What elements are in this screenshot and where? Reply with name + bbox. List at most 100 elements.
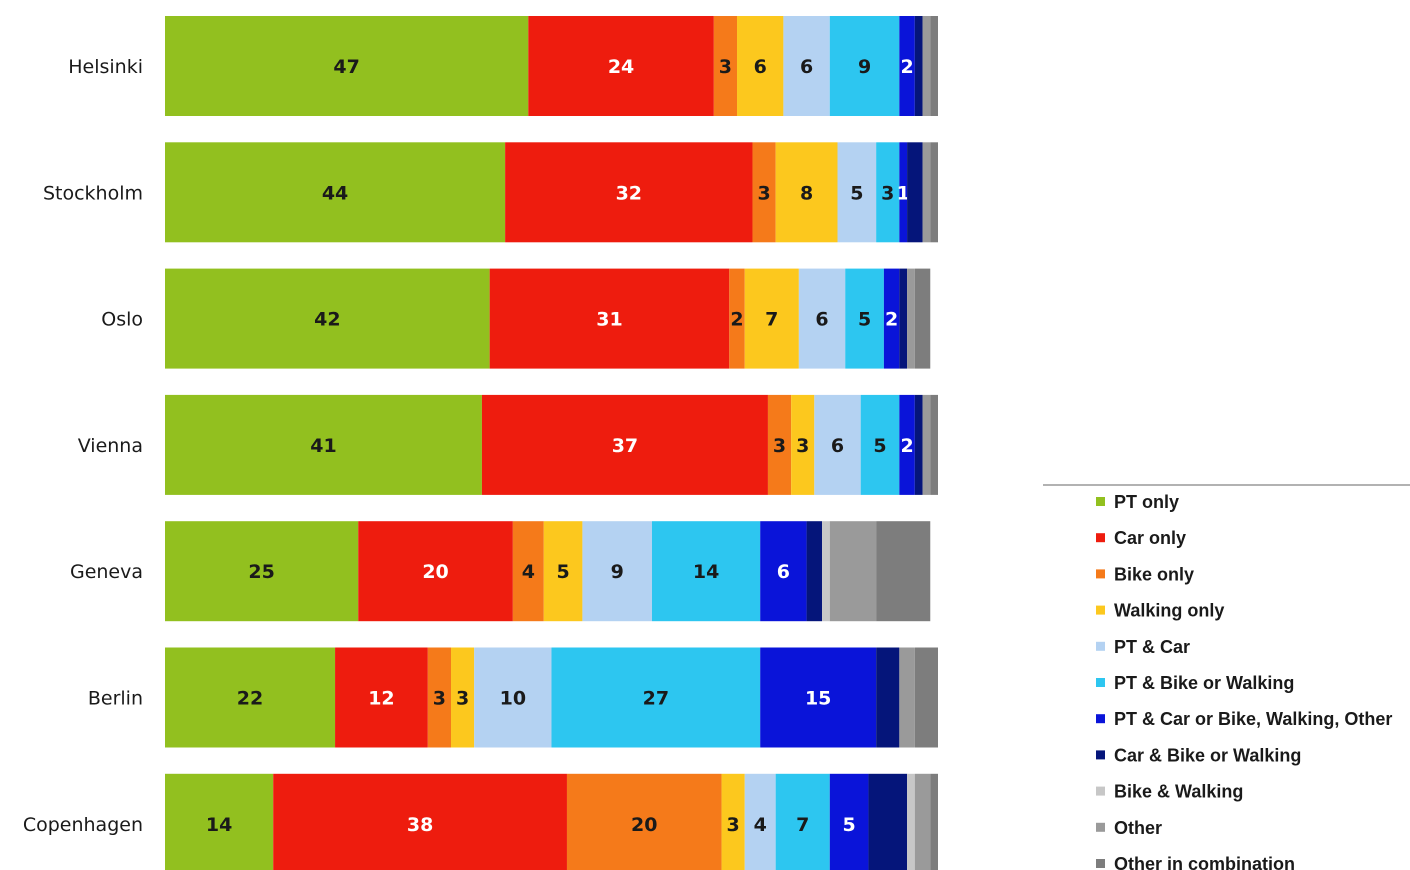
bar-segment — [760, 521, 807, 622]
legend-label: PT only — [1114, 492, 1179, 512]
data-label: 20 — [422, 561, 448, 583]
bar-segment — [543, 521, 583, 622]
bar-segment — [566, 773, 722, 870]
bar-segment — [876, 521, 931, 622]
data-label: 14 — [693, 561, 719, 583]
data-label: 4 — [522, 561, 535, 583]
bar-segment — [551, 647, 761, 748]
bar-segment — [427, 647, 452, 748]
data-label: 1 — [897, 182, 910, 204]
data-label: 24 — [608, 56, 634, 78]
bar-segment — [829, 16, 900, 116]
data-label: 32 — [616, 182, 642, 204]
data-label: 3 — [773, 435, 786, 457]
data-label: 2 — [900, 435, 913, 457]
data-label: 6 — [815, 309, 828, 331]
bar-segment — [822, 521, 830, 622]
bar-segment — [914, 268, 931, 369]
bar-segment — [358, 521, 513, 622]
bar-segment — [899, 142, 908, 243]
bar-segment — [930, 142, 938, 243]
bar-segment — [899, 16, 915, 116]
data-label: 6 — [800, 56, 813, 78]
data-label: 27 — [643, 688, 669, 710]
bar-segment — [752, 142, 776, 243]
data-label: 4 — [754, 814, 767, 836]
bar-segment — [876, 647, 900, 748]
bar-segment — [744, 268, 799, 369]
bar-segment — [489, 268, 730, 369]
bar-segment — [775, 142, 838, 243]
category-label: Helsinki — [68, 56, 143, 78]
legend-label: Car & Bike or Walking — [1114, 745, 1301, 765]
bar-segment — [914, 773, 931, 870]
bar-segment — [273, 773, 567, 870]
data-label: 3 — [433, 688, 446, 710]
bar-segment — [798, 268, 846, 369]
bar-segment — [528, 16, 714, 116]
data-label: 5 — [842, 814, 855, 836]
legend-label: PT & Car — [1114, 637, 1190, 657]
data-label: 2 — [885, 309, 898, 331]
category-label: Oslo — [101, 309, 143, 331]
bar-segment — [512, 521, 544, 622]
data-label: 6 — [754, 56, 767, 78]
bar-segment — [930, 773, 938, 870]
bar-segment — [165, 142, 506, 243]
data-label: 7 — [765, 309, 778, 331]
data-label: 5 — [556, 561, 569, 583]
bar-segment — [713, 16, 738, 116]
bar-segment — [721, 773, 745, 870]
legend-swatch — [1096, 750, 1105, 760]
data-label: 8 — [800, 182, 813, 204]
data-label: 5 — [858, 309, 871, 331]
legend: PT only Car only Bike only Walking only PT &… — [1096, 492, 1392, 870]
data-label: 15 — [805, 688, 831, 710]
bar-segment — [922, 394, 931, 495]
bar-segment — [775, 773, 830, 870]
bar-segment — [582, 521, 652, 622]
data-label: 14 — [206, 814, 232, 836]
legend-swatch — [1096, 641, 1105, 651]
data-label: 6 — [777, 561, 790, 583]
data-label: 37 — [612, 435, 638, 457]
legend-label: Other — [1114, 818, 1162, 838]
bar-segment — [868, 773, 908, 870]
legend-swatch — [1096, 714, 1105, 724]
data-label: 2 — [730, 309, 743, 331]
data-label: 5 — [850, 182, 863, 204]
legend-swatch — [1096, 786, 1105, 796]
bar-segment — [814, 394, 861, 495]
bar-segment — [767, 394, 792, 495]
data-label: 38 — [407, 814, 433, 836]
data-label: 22 — [237, 688, 263, 710]
legend-swatch — [1096, 569, 1105, 579]
bar-segment — [899, 394, 915, 495]
bar-segment — [930, 394, 938, 495]
bar-segment — [165, 268, 490, 369]
legend-swatch — [1096, 605, 1105, 615]
legend-label: Bike only — [1114, 564, 1194, 584]
category-label: Geneva — [70, 561, 143, 583]
data-label: 3 — [757, 182, 770, 204]
legend-swatch — [1096, 533, 1105, 543]
data-label: 3 — [456, 688, 469, 710]
bar-segment — [165, 773, 274, 870]
legend-swatch — [1096, 497, 1105, 506]
bar-segment — [914, 16, 923, 116]
bar-segment — [907, 268, 915, 369]
legend-swatch — [1096, 678, 1105, 687]
data-label: 10 — [500, 688, 526, 710]
data-label: 12 — [368, 688, 394, 710]
legend-label: PT & Car or Bike, Walking, Other — [1114, 709, 1392, 729]
data-label: 42 — [314, 309, 340, 331]
data-label: 47 — [333, 56, 359, 78]
bar-segment — [744, 773, 776, 870]
category-label: Berlin — [88, 688, 143, 710]
bar-segment — [922, 142, 931, 243]
legend-label: Walking only — [1114, 601, 1224, 621]
bar-segment — [783, 16, 830, 116]
bar-segment — [922, 16, 931, 116]
bar-segment — [829, 773, 869, 870]
